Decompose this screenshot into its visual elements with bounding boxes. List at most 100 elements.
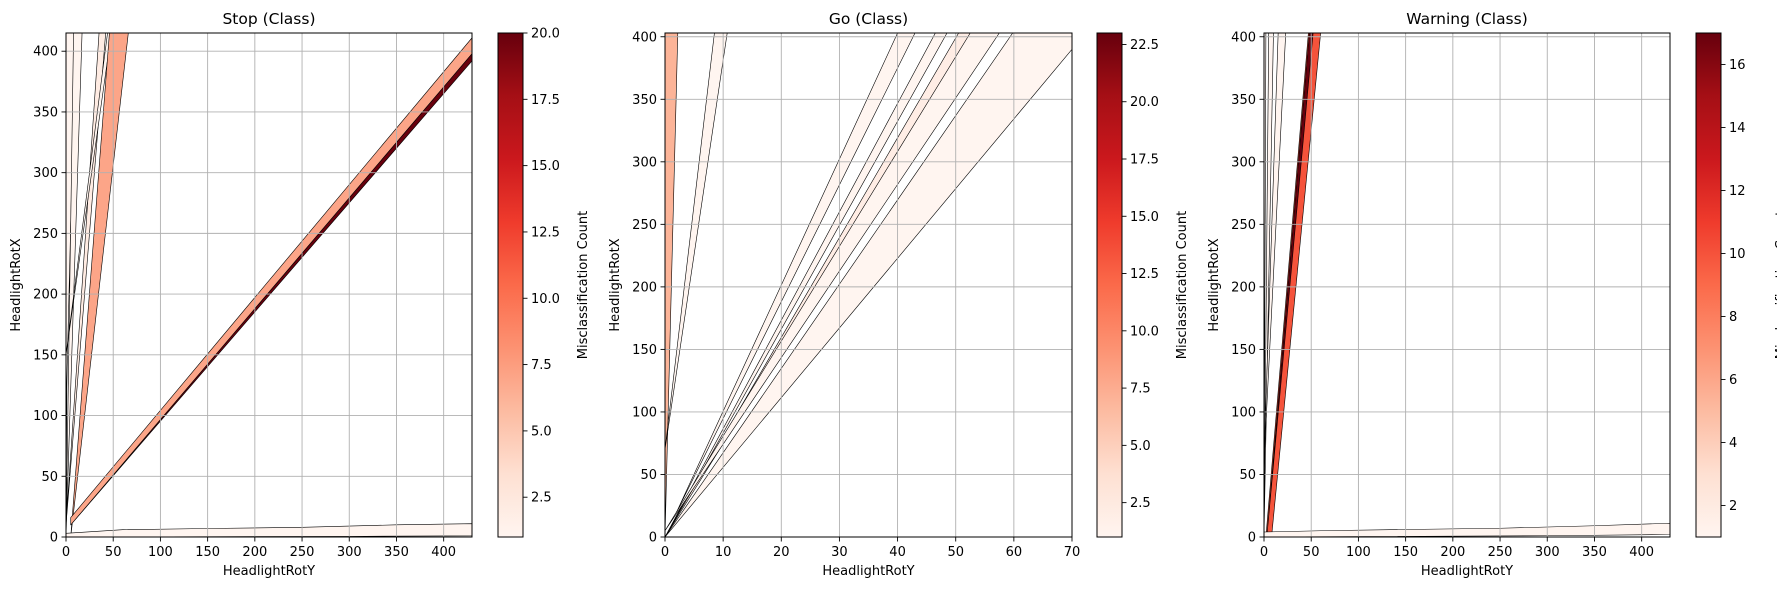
colorbar-tick-label: 12.5 bbox=[1130, 267, 1159, 282]
colorbar-tick-label: 2.5 bbox=[1130, 496, 1151, 511]
y-tick-label: 0 bbox=[1248, 531, 1256, 546]
colorbar-tick-label: 17.5 bbox=[1130, 153, 1159, 168]
x-tick-label: 10 bbox=[715, 545, 732, 560]
y-tick-label: 100 bbox=[1231, 405, 1256, 420]
misclassification-region bbox=[70, 33, 129, 537]
region-layer bbox=[1264, 33, 1670, 537]
colorbar-tick-label: 7.5 bbox=[1130, 382, 1151, 397]
x-tick-label: 400 bbox=[1629, 545, 1654, 560]
x-axis-label: HeadlightRotY bbox=[822, 564, 914, 579]
misclassification-region bbox=[665, 33, 1072, 537]
colorbar-tick-label: 4 bbox=[1729, 436, 1737, 451]
y-tick-label: 350 bbox=[1231, 93, 1256, 108]
y-tick-label: 200 bbox=[632, 280, 657, 295]
x-axis-label: HeadlightRotY bbox=[1421, 564, 1513, 579]
y-tick-label: 250 bbox=[33, 227, 58, 242]
y-tick-label: 100 bbox=[33, 409, 58, 424]
subplot-title: Stop (Class) bbox=[222, 10, 315, 28]
y-tick-label: 400 bbox=[1231, 30, 1256, 45]
misclassification-region bbox=[66, 33, 106, 526]
colorbar-tick-label: 22.5 bbox=[1130, 38, 1159, 53]
colorbar-tick-label: 2.5 bbox=[531, 491, 552, 506]
misclassification-region bbox=[665, 33, 679, 537]
y-tick-label: 50 bbox=[41, 470, 58, 485]
misclassification-region bbox=[1266, 33, 1314, 537]
y-tick-label: 0 bbox=[50, 531, 58, 546]
y-axis-label: HeadlightRotX bbox=[9, 238, 24, 331]
x-tick-label: 50 bbox=[105, 545, 122, 560]
x-tick-label: 350 bbox=[384, 545, 409, 560]
misclassification-region bbox=[1264, 33, 1287, 463]
colorbar-tick-label: 10 bbox=[1729, 247, 1746, 262]
x-tick-label: 150 bbox=[195, 545, 220, 560]
colorbar-tick-label: 10.0 bbox=[1130, 324, 1159, 339]
y-tick-label: 250 bbox=[632, 218, 657, 233]
x-tick-label: 150 bbox=[1393, 545, 1418, 560]
y-tick-label: 300 bbox=[33, 166, 58, 181]
x-tick-label: 50 bbox=[1303, 545, 1320, 560]
x-tick-label: 350 bbox=[1582, 545, 1607, 560]
colorbar-label: Misclassification Count bbox=[576, 211, 591, 359]
colorbar-tick-label: 6 bbox=[1729, 373, 1737, 388]
y-tick-label: 350 bbox=[632, 93, 657, 108]
colorbar-tick-label: 10.0 bbox=[531, 292, 560, 307]
x-tick-label: 100 bbox=[1346, 545, 1371, 560]
x-tick-label: 300 bbox=[1535, 545, 1560, 560]
y-tick-label: 100 bbox=[632, 405, 657, 420]
misclassification-region bbox=[1265, 33, 1321, 537]
x-tick-label: 0 bbox=[661, 545, 669, 560]
x-tick-label: 100 bbox=[148, 545, 173, 560]
colorbar: 2 4 6 8 10 12 14 16 Misclassification Count bbox=[1695, 32, 1777, 538]
colorbar-tick-label: 12.5 bbox=[531, 225, 560, 240]
y-tick-label: 50 bbox=[640, 468, 657, 483]
y-axis-label: HeadlightRotX bbox=[1207, 238, 1222, 331]
misclassification-region bbox=[70, 37, 472, 526]
y-tick-label: 200 bbox=[33, 288, 58, 303]
x-axis-label: HeadlightRotY bbox=[223, 564, 315, 579]
y-tick-label: 0 bbox=[649, 531, 657, 546]
x-tick-label: 250 bbox=[290, 545, 315, 560]
region-layer bbox=[665, 33, 1072, 537]
misclassification-region bbox=[676, 33, 916, 513]
misclassification-region bbox=[66, 523, 472, 537]
x-tick-label: 50 bbox=[947, 545, 964, 560]
x-tick-label: 30 bbox=[831, 545, 848, 560]
x-tick-label: 40 bbox=[889, 545, 906, 560]
colorbar-gradient bbox=[497, 32, 524, 538]
y-tick-label: 250 bbox=[1231, 218, 1256, 233]
y-tick-label: 150 bbox=[1231, 343, 1256, 358]
colorbar-gradient bbox=[1695, 32, 1722, 538]
colorbar-tick-label: 7.5 bbox=[531, 358, 552, 373]
colorbar-tick-label: 17.5 bbox=[531, 93, 560, 108]
x-tick-label: 200 bbox=[242, 545, 267, 560]
region-layer bbox=[66, 33, 472, 537]
colorbar-tick-label: 20.0 bbox=[531, 27, 560, 42]
misclassification-region bbox=[66, 33, 83, 537]
colorbar-tick-label: 15.0 bbox=[531, 159, 560, 174]
y-tick-label: 400 bbox=[632, 30, 657, 45]
misclassification-region bbox=[665, 33, 728, 450]
colorbar-tick-label: 5.0 bbox=[1130, 439, 1151, 454]
y-tick-label: 200 bbox=[1231, 280, 1256, 295]
axes-frame bbox=[664, 32, 1073, 538]
misclassification-region bbox=[66, 33, 112, 356]
y-tick-label: 300 bbox=[632, 155, 657, 170]
colorbar-tick-label: 16 bbox=[1729, 58, 1746, 73]
y-tick-label: 350 bbox=[33, 105, 58, 120]
axes-frame bbox=[1263, 32, 1671, 538]
colorbar: 2.5 5.0 7.5 10.0 12.5 15.0 17.5 20.0 Misclassifi… bbox=[497, 27, 591, 538]
colorbar-tick-label: 5.0 bbox=[531, 424, 552, 439]
subplot-3: 0 50 100 150 200 250 300 350 400 0 50 100 150 200 250 3… bbox=[1207, 10, 1777, 579]
colorbar-label: Misclassification Count bbox=[1774, 211, 1777, 359]
colorbar-tick-label: 14 bbox=[1729, 121, 1746, 136]
x-tick-label: 20 bbox=[773, 545, 790, 560]
subplot-2: 0 10 20 30 40 50 60 70 0 50 100 150 200 250 300 350 400 G… bbox=[608, 10, 1190, 579]
x-tick-label: 400 bbox=[431, 545, 456, 560]
x-tick-label: 70 bbox=[1064, 545, 1081, 560]
misclassification-region bbox=[665, 33, 1000, 532]
x-tick-label: 0 bbox=[62, 545, 70, 560]
colorbar-tick-label: 2 bbox=[1729, 499, 1737, 514]
colorbar-tick-label: 12 bbox=[1729, 184, 1746, 199]
axes-frame bbox=[65, 32, 473, 538]
